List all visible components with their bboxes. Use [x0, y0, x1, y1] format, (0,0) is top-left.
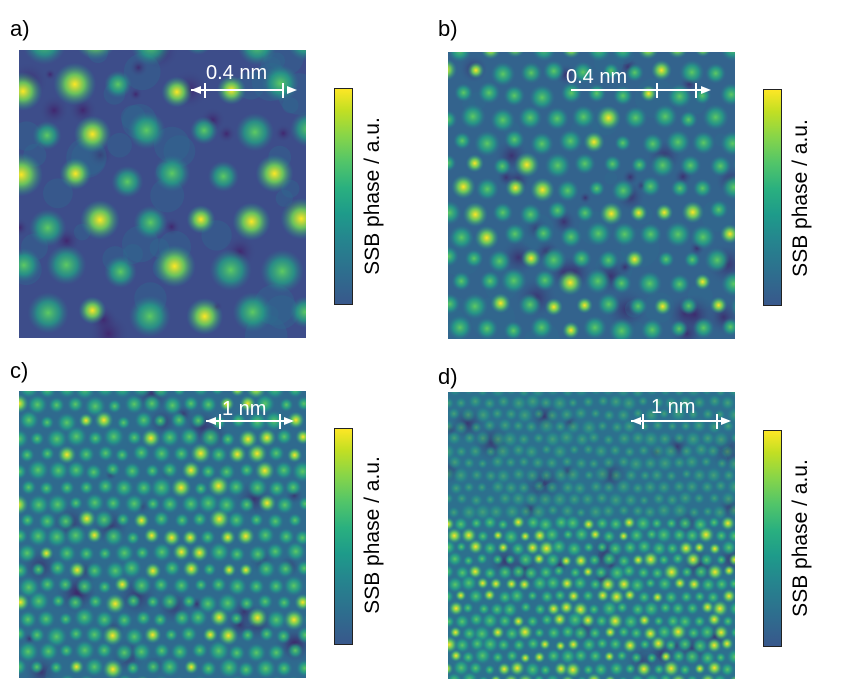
colorbar-label-d: SSB phase / a.u.	[789, 459, 812, 617]
colorbar-a	[334, 88, 353, 305]
microscopy-image-c	[19, 391, 306, 678]
colorbar-c	[334, 428, 353, 645]
panel-label-d: d)	[438, 364, 458, 389]
scale-bar-label-d: 1 nm	[651, 396, 696, 418]
scale-bar-label-c: 1 nm	[222, 398, 267, 420]
colorbar-d	[763, 430, 782, 647]
colorbar-b	[763, 89, 782, 306]
colorbar-label-c: SSB phase / a.u.	[361, 456, 384, 614]
panel-label-c: c)	[10, 358, 29, 383]
scale-bar-label-a: 0.4 nm	[206, 62, 268, 84]
colorbar-label-a: SSB phase / a.u.	[361, 117, 384, 275]
scale-bar-c	[206, 414, 294, 429]
panel-label-b: b)	[438, 16, 458, 41]
colorbar-label-b: SSB phase / a.u.	[789, 119, 812, 277]
microscopy-image-d	[448, 392, 735, 679]
scale-bar-d	[631, 414, 731, 429]
microscopy-image-a	[19, 50, 306, 338]
scale-bar-b	[571, 83, 711, 98]
scale-bar-a	[191, 83, 297, 98]
scale-bar-label-b: 0.4 nm	[566, 66, 628, 88]
panel-label-a: a)	[10, 16, 30, 41]
microscopy-image-b	[448, 52, 735, 339]
